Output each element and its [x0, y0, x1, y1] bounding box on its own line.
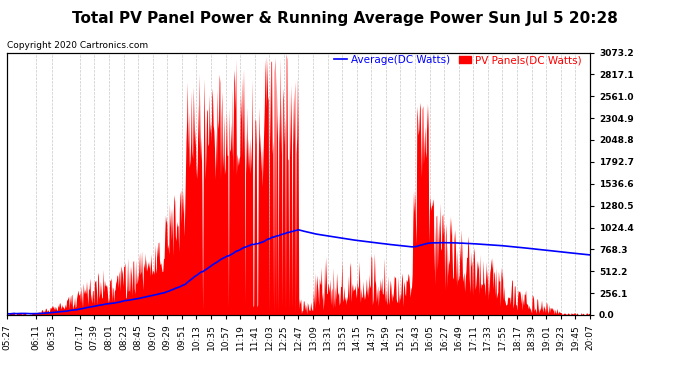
Text: Copyright 2020 Cartronics.com: Copyright 2020 Cartronics.com	[7, 41, 148, 50]
Text: Total PV Panel Power & Running Average Power Sun Jul 5 20:28: Total PV Panel Power & Running Average P…	[72, 11, 618, 26]
Legend: Average(DC Watts), PV Panels(DC Watts): Average(DC Watts), PV Panels(DC Watts)	[335, 55, 582, 65]
